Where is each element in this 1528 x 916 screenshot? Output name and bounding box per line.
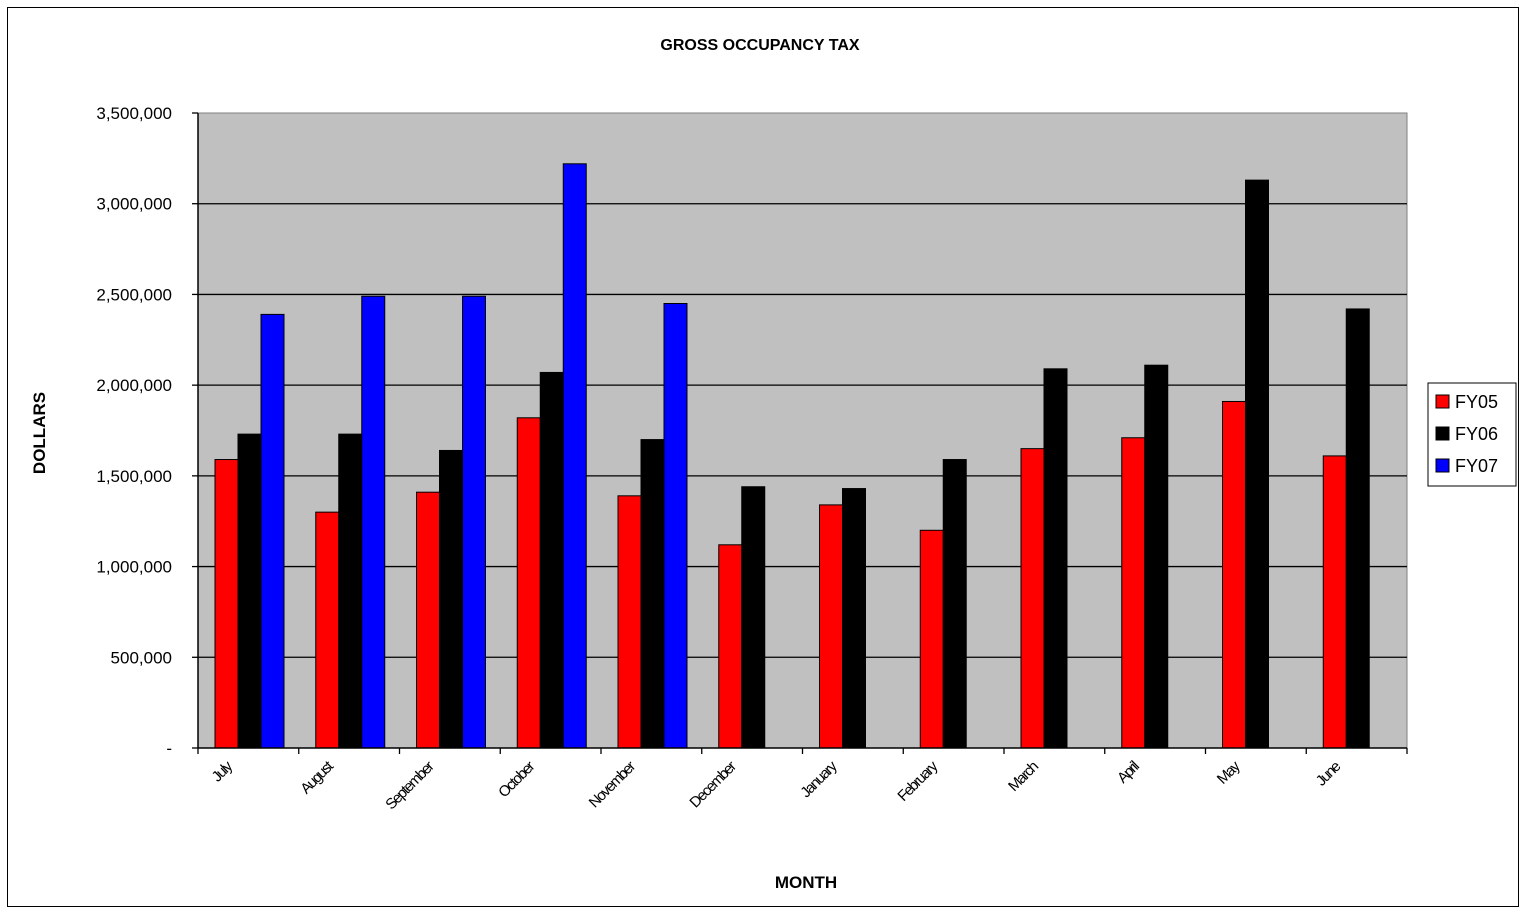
bar-fy07-november [663, 303, 688, 749]
bar-fy05-december [718, 544, 743, 749]
y-axis-title: DOLLARS [30, 392, 49, 474]
bar-fy05-february [919, 529, 944, 749]
legend-label-fy06: FY06 [1455, 424, 1498, 444]
y-tick-label: 3,500,000 [96, 104, 172, 123]
bar-fy05-march [1020, 448, 1045, 749]
bars [214, 163, 1370, 749]
legend-swatch-fy07 [1435, 458, 1450, 473]
bar-fy06-december [741, 486, 766, 749]
chart-title: GROSS OCCUPANCY TAX [660, 37, 859, 54]
legend-swatch-fy06 [1435, 426, 1450, 441]
y-tick-label: 1,500,000 [96, 467, 172, 486]
legend: FY05 FY06 FY07 [1427, 382, 1517, 487]
x-axis-title: MONTH [775, 873, 837, 892]
bar-fy06-june [1345, 308, 1370, 749]
x-tick-label: April [1114, 758, 1143, 787]
bar-fy06-october [539, 371, 564, 749]
bar-fy05-october [516, 417, 541, 749]
bar-fy06-september [439, 449, 463, 749]
bar-fy06-november [640, 439, 665, 749]
bar-fy07-august [361, 295, 386, 749]
x-tick-label: December [686, 758, 740, 812]
bar-fy06-august [338, 433, 363, 749]
gridlines [198, 203, 1407, 658]
bar-fy05-november [617, 495, 642, 749]
bar-fy07-september [462, 295, 486, 749]
x-tick-label: October [495, 758, 538, 801]
y-tick-label: - [166, 739, 172, 758]
x-tick-label: February [894, 757, 941, 804]
bar-fy07-july [260, 313, 285, 749]
y-tick-label: 2,500,000 [96, 285, 172, 304]
x-tick-labels: July August September October November Decemb… [209, 757, 1345, 813]
legend-label-fy05: FY05 [1455, 392, 1498, 412]
y-tick-label: 500,000 [111, 648, 172, 667]
x-tick-label: June [1313, 758, 1345, 790]
plot-area [197, 112, 1408, 749]
bar-fy05-may [1222, 400, 1246, 749]
x-tick-label: May [1214, 757, 1244, 787]
legend-label-fy07: FY07 [1455, 456, 1498, 476]
x-tick-label: July [209, 757, 237, 785]
x-tick-label: January [797, 757, 841, 801]
bar-fy06-february [942, 459, 967, 749]
x-tick-label: November [586, 758, 640, 812]
bar-fy06-may [1245, 179, 1269, 749]
bar-fy05-april [1121, 437, 1146, 749]
bar-fy05-january [819, 504, 843, 749]
bar-fy06-july [237, 433, 262, 749]
y-tick-label: 3,000,000 [96, 195, 172, 214]
y-tick-label: 1,000,000 [96, 558, 172, 577]
bar-fy06-april [1144, 364, 1169, 749]
bar-fy05-september [416, 491, 440, 749]
bar-fy06-january [842, 488, 866, 749]
x-tick-label: August [297, 757, 337, 797]
y-tick-labels: - 500,000 1,000,000 1,500,000 2,000,000 2,500… [96, 104, 172, 758]
legend-swatch-fy05 [1435, 394, 1450, 409]
x-tick-label: March [1005, 758, 1042, 795]
bar-fy05-june [1322, 455, 1347, 749]
x-tick-label: September [382, 758, 437, 813]
bar-fy06-march [1043, 368, 1068, 749]
bar-fy05-july [214, 459, 239, 749]
bar-fy05-august [315, 511, 340, 749]
axes [192, 112, 1408, 754]
bar-fy07-october [562, 163, 587, 749]
y-tick-label: 2,000,000 [96, 376, 172, 395]
